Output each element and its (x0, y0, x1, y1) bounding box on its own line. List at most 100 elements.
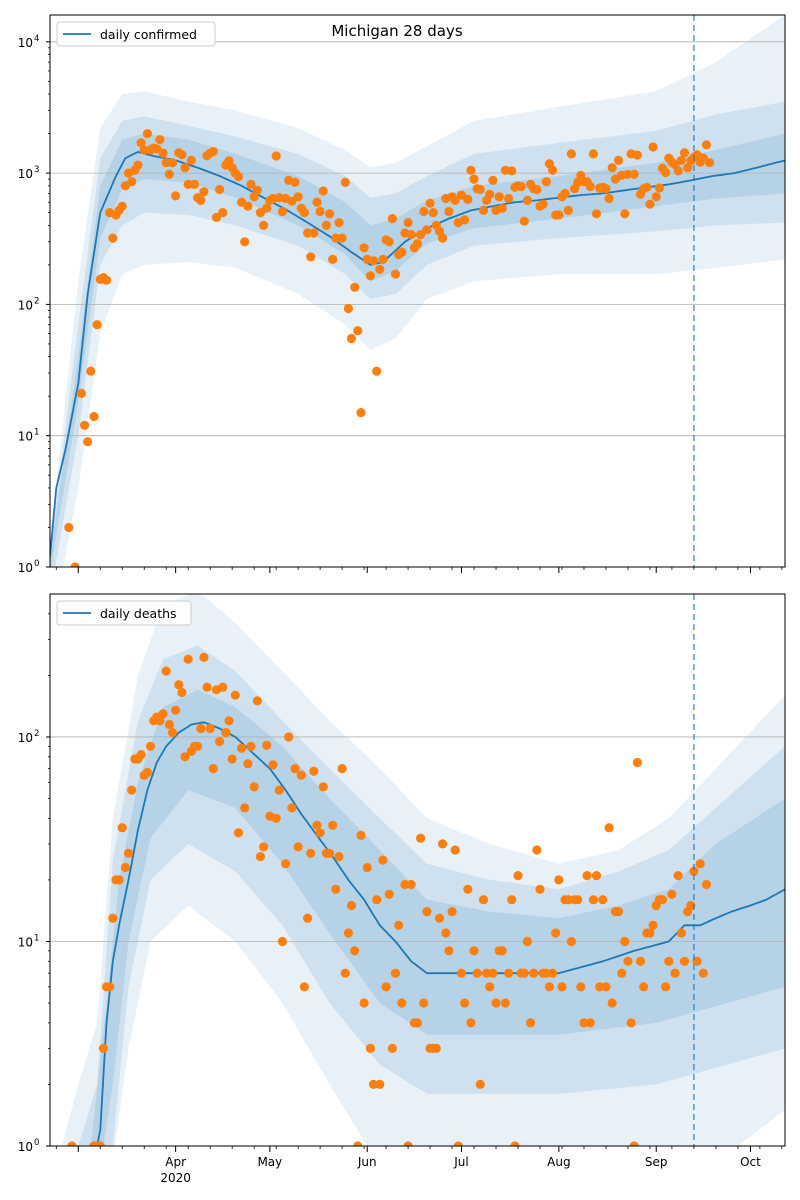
data-point (607, 998, 617, 1008)
data-point (554, 875, 564, 885)
data-point (318, 186, 328, 196)
y-tick-label: 10 (18, 298, 33, 312)
data-point (325, 209, 335, 219)
data-point (400, 879, 410, 890)
data-point (167, 728, 178, 738)
data-point (114, 875, 124, 885)
data-point (142, 129, 152, 139)
data-point (120, 862, 130, 873)
data-point (416, 230, 426, 240)
data-point (167, 158, 178, 168)
data-point (664, 956, 674, 966)
data-point (582, 871, 592, 881)
data-point (196, 195, 206, 205)
data-point (161, 666, 171, 676)
data-point (325, 848, 335, 858)
data-point (563, 895, 573, 905)
data-point (397, 247, 407, 257)
data-point (346, 900, 357, 911)
data-point (444, 206, 454, 217)
x-tick-label: Apr (165, 1155, 186, 1169)
data-point (438, 839, 448, 849)
data-point (428, 208, 438, 218)
data-point (189, 179, 200, 189)
data-point (595, 982, 605, 992)
data-point (142, 767, 152, 778)
data-point (657, 895, 668, 905)
data-point (246, 741, 256, 751)
legend-label: daily deaths (100, 606, 177, 621)
y-tick-label-exponent: 3 (34, 165, 39, 175)
data-point (145, 741, 156, 751)
data-point (64, 522, 74, 533)
data-point (444, 946, 454, 956)
data-point (224, 156, 234, 166)
data-point (566, 936, 577, 947)
x-tick-label: Aug (547, 1155, 570, 1169)
data-point (227, 754, 237, 764)
data-point (375, 264, 385, 274)
data-point (617, 968, 627, 978)
data-point (328, 254, 338, 264)
data-point (645, 199, 655, 209)
data-point (287, 803, 297, 813)
confidence-band-1 (50, 15, 785, 567)
data-point (290, 177, 300, 187)
data-point (271, 813, 281, 823)
data-point (205, 723, 215, 734)
data-point (331, 233, 341, 243)
data-point (277, 936, 287, 947)
data-point (343, 303, 353, 314)
data-point (164, 169, 174, 179)
data-point (359, 243, 369, 253)
data-point (177, 687, 187, 698)
data-point (290, 764, 300, 774)
data-point (86, 366, 96, 376)
data-point (588, 149, 599, 159)
data-point (268, 760, 278, 770)
data-point (318, 782, 328, 792)
data-point (362, 862, 372, 873)
y-tick-label: 10 (18, 430, 33, 444)
data-point (557, 982, 567, 992)
data-point (639, 982, 649, 992)
data-point (438, 233, 448, 243)
data-point (136, 750, 146, 760)
y-tick-label: 10 (18, 36, 33, 50)
y-tick-label-exponent: 0 (34, 559, 39, 569)
data-point (340, 968, 350, 978)
data-point (560, 188, 570, 198)
data-point (419, 998, 429, 1008)
x-tick-label: Jun (357, 1155, 377, 1169)
data-point (601, 982, 611, 992)
data-point (312, 197, 322, 207)
data-point (629, 169, 639, 179)
y-tick-label-exponent: 0 (34, 1138, 39, 1148)
data-point (337, 764, 347, 774)
data-point (604, 193, 614, 204)
data-point (312, 820, 322, 830)
data-point (246, 179, 256, 189)
data-point (158, 709, 168, 719)
data-point (262, 203, 272, 213)
data-point (507, 166, 517, 176)
data-point (139, 145, 149, 155)
data-point (177, 150, 187, 160)
confidence-band-2 (50, 101, 785, 567)
data-point (604, 823, 614, 833)
data-point (378, 254, 388, 264)
data-point (522, 195, 533, 205)
data-point (532, 184, 542, 195)
data-point (673, 166, 683, 176)
data-point (632, 757, 643, 768)
data-point (340, 177, 350, 187)
data-point (403, 218, 413, 228)
data-point (485, 189, 495, 199)
data-point (661, 167, 671, 178)
data-point (92, 320, 102, 330)
data-point (240, 237, 250, 247)
data-point (412, 1018, 423, 1028)
data-point (422, 225, 432, 235)
data-point (368, 1079, 379, 1089)
